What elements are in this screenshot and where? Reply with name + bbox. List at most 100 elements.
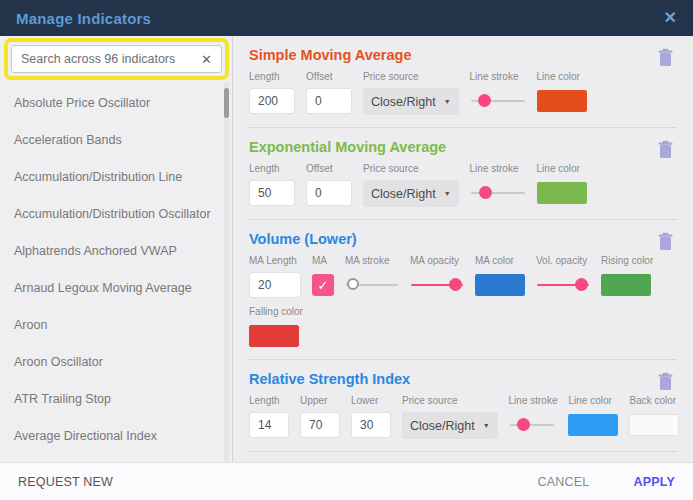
line-color-swatch[interactable] bbox=[537, 182, 587, 204]
vol-opacity-slider[interactable] bbox=[536, 272, 590, 298]
indicator-section-volume-lower: Volume (Lower) MA Length MA ✓ MA stroke MA op… bbox=[249, 220, 677, 360]
slider-knob[interactable] bbox=[575, 278, 588, 291]
sidebar-item-aroon-oscillator[interactable]: Aroon Oscillator bbox=[0, 343, 232, 380]
select-value: Close/Right bbox=[371, 95, 436, 109]
chevron-down-icon: ▼ bbox=[444, 98, 451, 105]
trash-icon bbox=[658, 372, 673, 391]
delete-indicator-button[interactable] bbox=[656, 46, 675, 72]
sidebar-item-accumulation-distribution-oscillator[interactable]: Accumulation/Distribution Oscillator bbox=[0, 195, 232, 232]
section-title: Simple Moving Average bbox=[249, 47, 677, 63]
indicator-section-exponential-moving-average: Exponential Moving AverageLengthOffsetPr… bbox=[249, 128, 677, 220]
price-source-select[interactable]: Close/Right▼ bbox=[363, 180, 459, 207]
falling-color-swatch[interactable] bbox=[249, 325, 299, 347]
field-label: MA bbox=[312, 255, 327, 266]
scrollbar-thumb[interactable] bbox=[224, 88, 229, 118]
slider-knob[interactable] bbox=[478, 94, 491, 107]
settings-row: MA LengthMA✓MA strokeMA opacityMA colorV… bbox=[249, 255, 677, 298]
length-input[interactable] bbox=[249, 88, 295, 114]
line-stroke-slider[interactable] bbox=[470, 88, 526, 114]
back-color-swatch[interactable] bbox=[629, 414, 679, 436]
field-label: Falling color bbox=[249, 306, 303, 317]
slider-knob[interactable] bbox=[517, 418, 530, 431]
section-title: Exponential Moving Average bbox=[249, 139, 677, 155]
dialog-title: Manage Indicators bbox=[16, 10, 151, 27]
sidebar-item-acceleration-bands[interactable]: Acceleration Bands bbox=[0, 121, 232, 158]
rising-color-swatch[interactable] bbox=[601, 274, 651, 296]
price-source-select[interactable]: Close/Right▼ bbox=[402, 412, 498, 439]
field-label: Length bbox=[249, 163, 280, 174]
length-input[interactable] bbox=[249, 180, 295, 206]
sidebar-item-aroon[interactable]: Aroon bbox=[0, 306, 232, 343]
trash-icon bbox=[658, 48, 673, 67]
ma-length-input[interactable] bbox=[249, 272, 301, 298]
indicator-list: Absolute Price OscillatorAcceleration Ba… bbox=[0, 84, 232, 454]
field-label: MA Length bbox=[249, 255, 297, 266]
chevron-down-icon: ▼ bbox=[444, 190, 451, 197]
settings-row: LengthOffsetPrice sourceClose/Right▼Line… bbox=[249, 71, 677, 115]
field-label: MA opacity bbox=[410, 255, 459, 266]
length-input[interactable] bbox=[249, 412, 289, 438]
ma-color-swatch[interactable] bbox=[475, 274, 525, 296]
sidebar-item-alphatrends-anchored-vwap[interactable]: Alphatrends Anchored VWAP bbox=[0, 232, 232, 269]
delete-indicator-button[interactable] bbox=[656, 230, 675, 256]
field-label: Length bbox=[249, 395, 280, 406]
indicator-section-relative-strength-index: Relative Strength IndexLengthUpperLowerP… bbox=[249, 360, 677, 452]
upper-input[interactable] bbox=[300, 412, 340, 438]
field-label: Price source bbox=[363, 71, 419, 82]
field-label: Price source bbox=[402, 395, 458, 406]
dialog-header: Manage Indicators ✕ bbox=[0, 0, 693, 36]
delete-indicator-button[interactable] bbox=[656, 138, 675, 164]
sidebar-item-atr-trailing-stop[interactable]: ATR Trailing Stop bbox=[0, 380, 232, 417]
lower-input[interactable] bbox=[351, 412, 391, 438]
sidebar-item-accumulation-distribution-line[interactable]: Accumulation/Distribution Line bbox=[0, 158, 232, 195]
line-stroke-slider[interactable] bbox=[470, 180, 526, 206]
settings-row: Falling color bbox=[249, 306, 677, 347]
section-title: Volume (Lower) bbox=[249, 231, 677, 247]
select-value: Close/Right bbox=[410, 419, 475, 433]
line-color-swatch[interactable] bbox=[537, 90, 587, 112]
line-color-swatch[interactable] bbox=[568, 414, 618, 436]
field-label: Back color bbox=[629, 395, 676, 406]
field-label: MA color bbox=[475, 255, 514, 266]
field-label: Line stroke bbox=[470, 163, 519, 174]
slider-knob[interactable] bbox=[449, 278, 462, 291]
dialog-body: ✕ Absolute Price OscillatorAcceleration … bbox=[0, 36, 693, 462]
field-label: Line color bbox=[537, 163, 580, 174]
ma-stroke-slider[interactable] bbox=[345, 272, 399, 298]
dialog-footer: REQUEST NEW CANCEL APPLY bbox=[0, 462, 693, 500]
clear-search-icon[interactable]: ✕ bbox=[195, 52, 212, 67]
field-label: Line color bbox=[537, 71, 580, 82]
checkmark-icon: ✓ bbox=[318, 278, 329, 293]
slider-knob[interactable] bbox=[479, 186, 492, 199]
field-label: Lower bbox=[351, 395, 378, 406]
offset-input[interactable] bbox=[306, 180, 352, 206]
search-highlight-annotation: ✕ bbox=[4, 38, 229, 80]
offset-input[interactable] bbox=[306, 88, 352, 114]
indicator-sidebar: ✕ Absolute Price OscillatorAcceleration … bbox=[0, 36, 233, 462]
field-label: Rising color bbox=[601, 255, 653, 266]
indicator-settings-panel: Simple Moving AverageLengthOffsetPrice s… bbox=[233, 36, 693, 462]
apply-button[interactable]: APPLY bbox=[633, 475, 675, 489]
slider-knob[interactable] bbox=[347, 278, 359, 290]
cancel-button[interactable]: CANCEL bbox=[538, 475, 590, 489]
field-label: Upper bbox=[300, 395, 327, 406]
line-stroke-slider[interactable] bbox=[509, 412, 555, 438]
delete-indicator-button[interactable] bbox=[656, 370, 675, 396]
ma-opacity-slider[interactable] bbox=[410, 272, 464, 298]
sidebar-item-average-directional-index[interactable]: Average Directional Index bbox=[0, 417, 232, 454]
sidebar-item-arnaud-legoux-moving-average[interactable]: Arnaud Legoux Moving Average bbox=[0, 269, 232, 306]
request-new-button[interactable]: REQUEST NEW bbox=[18, 475, 113, 489]
field-label: Line stroke bbox=[470, 71, 519, 82]
close-icon[interactable]: ✕ bbox=[664, 10, 677, 26]
settings-row: Length Upper Lower Price source Close/Right▼… bbox=[249, 395, 677, 439]
sidebar-item-absolute-price-oscillator[interactable]: Absolute Price Oscillator bbox=[0, 84, 232, 121]
scrollbar-track[interactable] bbox=[224, 82, 229, 462]
price-source-select[interactable]: Close/Right ▼ bbox=[363, 88, 459, 115]
field-label: MA stroke bbox=[345, 255, 389, 266]
search-input[interactable] bbox=[21, 52, 195, 66]
trash-icon bbox=[658, 232, 673, 251]
indicator-section-simple-moving-average: Simple Moving AverageLengthOffsetPrice s… bbox=[249, 36, 677, 128]
search-box: ✕ bbox=[11, 45, 222, 73]
field-label: Length bbox=[249, 71, 280, 82]
ma-checkbox[interactable]: ✓ bbox=[312, 274, 334, 296]
